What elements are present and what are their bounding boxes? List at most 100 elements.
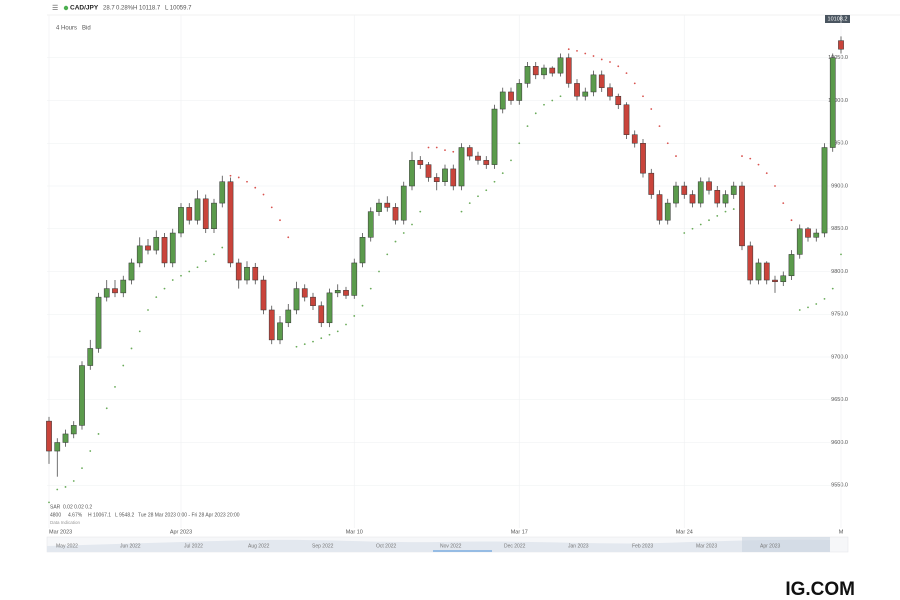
sar-dot xyxy=(229,174,232,177)
sar-dot xyxy=(625,72,628,75)
candle-body xyxy=(128,262,135,281)
sar-dot xyxy=(831,287,834,290)
sar-dot xyxy=(600,58,603,61)
navigator-label: Apr 2023 xyxy=(760,543,781,549)
sar-dot xyxy=(114,386,116,388)
y-tick-label: 9650.0 xyxy=(831,397,848,403)
sar-dot xyxy=(749,157,752,160)
navigator-label: Aug 2022 xyxy=(248,543,270,549)
candle-body xyxy=(268,309,275,341)
candle-body xyxy=(367,211,374,238)
sar-dot xyxy=(303,343,306,346)
candle-body xyxy=(79,365,85,426)
x-tick-label: Mar 10 xyxy=(346,529,363,535)
x-tick-label: Apr 2023 xyxy=(170,529,192,535)
y-tick-label: 9550.0 xyxy=(831,483,848,489)
sar-dot xyxy=(691,227,694,230)
navigator-label: Oct 2022 xyxy=(376,543,397,549)
sar-dot xyxy=(213,253,215,256)
y-tick-label: 9600.0 xyxy=(831,440,848,446)
sar-dot xyxy=(782,202,785,205)
volume: 4800 xyxy=(50,512,61,518)
candle-body xyxy=(54,442,61,452)
price-type[interactable]: Bid xyxy=(82,26,91,32)
candle-body xyxy=(310,296,316,306)
sar-dot xyxy=(287,236,290,239)
sar-dot xyxy=(270,206,273,209)
sar-dot xyxy=(584,52,587,55)
candle-body xyxy=(46,420,52,452)
sar-dot xyxy=(394,240,397,243)
sar-dot xyxy=(427,146,430,149)
sar-dot xyxy=(724,210,727,213)
sar-dot xyxy=(650,108,653,110)
candle-body xyxy=(343,290,349,296)
sar-dot xyxy=(617,65,620,68)
candle-body xyxy=(120,279,127,294)
candle-body xyxy=(821,147,828,234)
candle-body xyxy=(194,198,201,221)
volume-pct: 4.67% xyxy=(68,512,83,518)
y-tick-label: 9950.0 xyxy=(831,141,848,147)
sar-dot xyxy=(435,146,438,149)
candle-body xyxy=(417,160,424,165)
candle-body xyxy=(706,181,712,191)
sar-dot xyxy=(386,253,389,256)
candle-body xyxy=(260,279,267,311)
candle-body xyxy=(186,207,193,221)
sar-dot xyxy=(675,155,677,157)
symbol[interactable]: CAD/JPY xyxy=(70,5,99,12)
sar-dot xyxy=(402,232,405,234)
candle-body xyxy=(227,181,234,264)
interval[interactable]: 4 Hours xyxy=(56,26,77,32)
candle-body xyxy=(739,185,745,247)
sar-dot xyxy=(312,340,314,343)
sar-dot xyxy=(666,142,669,145)
candle-body xyxy=(95,296,102,349)
sar-dot xyxy=(48,501,50,504)
candle-body xyxy=(145,245,151,251)
sar-dot xyxy=(237,176,240,179)
candle-body xyxy=(664,202,671,221)
candle-body xyxy=(574,83,580,97)
candle-body xyxy=(400,185,407,221)
navigator-label: Jan 2023 xyxy=(568,543,589,549)
candle-body xyxy=(491,108,498,165)
sar-dot xyxy=(468,202,471,205)
candle-body xyxy=(565,57,572,84)
navigator-window[interactable] xyxy=(742,537,830,552)
y-tick-label: 9700.0 xyxy=(831,354,848,360)
candle-body xyxy=(631,134,638,144)
candle-body xyxy=(178,207,184,234)
candle-body xyxy=(755,262,762,281)
sar-dot xyxy=(336,330,339,333)
sar-dot xyxy=(378,270,380,273)
indicator-params: 0.02 0.02 0.2 xyxy=(63,504,92,510)
menu-icon[interactable]: ☰ xyxy=(52,5,58,12)
y-tick-label: 10050.0 xyxy=(828,55,848,61)
sar-dot xyxy=(180,274,182,277)
sar-dot xyxy=(460,210,463,213)
candle-body xyxy=(70,425,77,435)
candle-body xyxy=(838,40,844,50)
sar-dot xyxy=(642,95,644,98)
x-tick-label: Mar 24 xyxy=(676,529,693,535)
candle-body xyxy=(442,168,448,182)
sar-dot xyxy=(559,95,562,98)
sar-dot xyxy=(774,185,776,187)
sar-dot xyxy=(592,55,595,57)
sar-dot xyxy=(411,223,413,226)
y-tick-label: 9800.0 xyxy=(831,269,848,275)
navigator-label: Feb 2023 xyxy=(632,543,653,549)
candle-body xyxy=(153,237,160,251)
y-tick-label: 9750.0 xyxy=(831,312,848,318)
navigator-label: Nov 2022 xyxy=(440,543,462,549)
candle-body xyxy=(508,91,514,101)
candle-body xyxy=(681,185,688,195)
sar-dot xyxy=(171,279,174,281)
sar-dot xyxy=(163,287,166,290)
candle-body xyxy=(483,160,490,165)
candle-body xyxy=(277,322,283,341)
note: Data Indication xyxy=(50,520,81,525)
